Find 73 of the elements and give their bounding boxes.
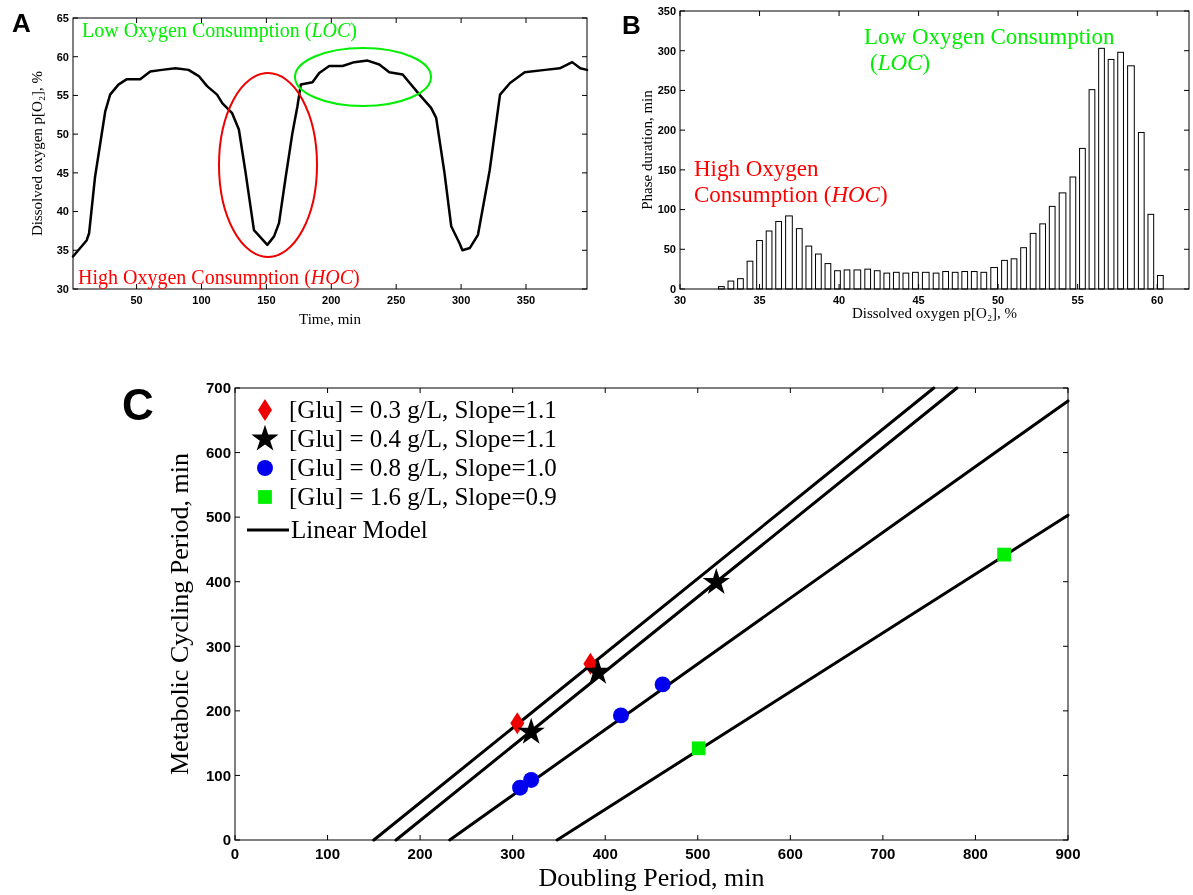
y-tick-label: 500: [205, 508, 231, 526]
x-tick-label: 35: [753, 294, 766, 306]
y-tick-label: 100: [205, 766, 231, 784]
y-tick-label: 45: [56, 166, 69, 179]
x-axis-title: Doubling Period, min: [538, 863, 765, 892]
y-tick-label: 600: [205, 443, 231, 461]
x-tick-label: 300: [500, 845, 526, 862]
x-tick-label: 55: [1071, 294, 1084, 306]
y-tick-label: 55: [56, 89, 69, 102]
x-tick-label: 600: [777, 845, 803, 862]
x-tick-label: 40: [832, 294, 846, 306]
y-tick-label: 35: [56, 244, 69, 257]
y-tick-label: 200: [657, 123, 676, 136]
y-tick-label: 50: [56, 127, 69, 140]
x-tick-label: 100: [315, 845, 341, 862]
x-tick-label: 100: [192, 294, 211, 306]
y-axis-title: Metabolic Cycling Period, min: [165, 452, 194, 776]
legend-label: [Glu] = 0.4 g/L, Slope=1.1: [289, 425, 557, 452]
y-tick-label: 65: [56, 11, 69, 24]
annotation: Low Oxygen Consumption (LOC): [82, 19, 358, 42]
point: [997, 547, 1012, 562]
x-tick-label: 50: [992, 294, 1005, 306]
y-tick-label: 300: [657, 44, 676, 57]
x-tick-label: 900: [1055, 845, 1081, 862]
x-tick-label: 350: [516, 294, 536, 306]
x-tick-label: 500: [685, 845, 711, 862]
point: [517, 717, 545, 744]
chart-title: C: [122, 380, 154, 429]
x-axis-title: Time, min: [299, 311, 362, 327]
legend-label: [Glu] = 0.3 g/L, Slope=1.1: [289, 396, 557, 423]
y-tick-label: 0: [222, 831, 231, 849]
point: [654, 676, 671, 693]
y-tick-label: 350: [657, 4, 676, 17]
y-axis-title: Dissolved oxygen p[O₂], %: [29, 70, 45, 237]
y-tick-label: 250: [657, 84, 676, 97]
annotation: High Oxygen Consumption (HOC): [694, 156, 888, 208]
legend-label: [Glu] = 0.8 g/L, Slope=1.0: [289, 454, 557, 481]
y-tick-label: 300: [205, 637, 231, 655]
chart-title: B: [622, 10, 641, 40]
annotation: High Oxygen Consumption (HOC): [78, 266, 360, 289]
x-tick-label: 400: [592, 845, 618, 862]
x-tick-label: 200: [407, 845, 433, 862]
point: [702, 568, 730, 594]
x-tick-label: 150: [257, 294, 276, 306]
x-tick-label: 60: [1151, 294, 1164, 306]
y-tick-label: 700: [205, 379, 231, 397]
legend-label: [Glu] = 1.6 g/L, Slope=0.9: [289, 483, 557, 510]
y-axis-title: Phase duration, min: [639, 89, 655, 210]
annotation: Low Oxygen Consumption (LOC): [864, 24, 1115, 76]
y-tick-label: 30: [56, 282, 69, 295]
y-tick-label: 50: [663, 243, 676, 256]
y-tick-label: 200: [205, 702, 231, 720]
x-tick-label: 30: [673, 294, 687, 306]
x-tick-label: 250: [387, 294, 406, 306]
x-tick-label: 50: [130, 294, 143, 306]
x-tick-label: 45: [912, 294, 925, 306]
y-tick-label: 60: [56, 50, 69, 63]
x-tick-label: 700: [870, 845, 896, 862]
x-axis-title: Dissolved oxygen p[O₂], %: [851, 305, 1018, 321]
y-tick-label: 0: [669, 282, 676, 295]
y-tick-label: 40: [56, 205, 69, 218]
point: [691, 741, 706, 756]
y-tick-label: 400: [205, 572, 231, 590]
chart-title: A: [12, 8, 31, 38]
point: [612, 707, 629, 724]
point: [523, 771, 540, 788]
point: [512, 779, 529, 796]
x-tick-label: 800: [962, 845, 988, 862]
legend-label: Linear Model: [291, 516, 428, 543]
y-tick-label: 150: [657, 163, 676, 176]
x-tick-label: 200: [322, 294, 341, 306]
x-tick-label: 300: [451, 294, 471, 306]
y-tick-label: 100: [657, 203, 676, 216]
